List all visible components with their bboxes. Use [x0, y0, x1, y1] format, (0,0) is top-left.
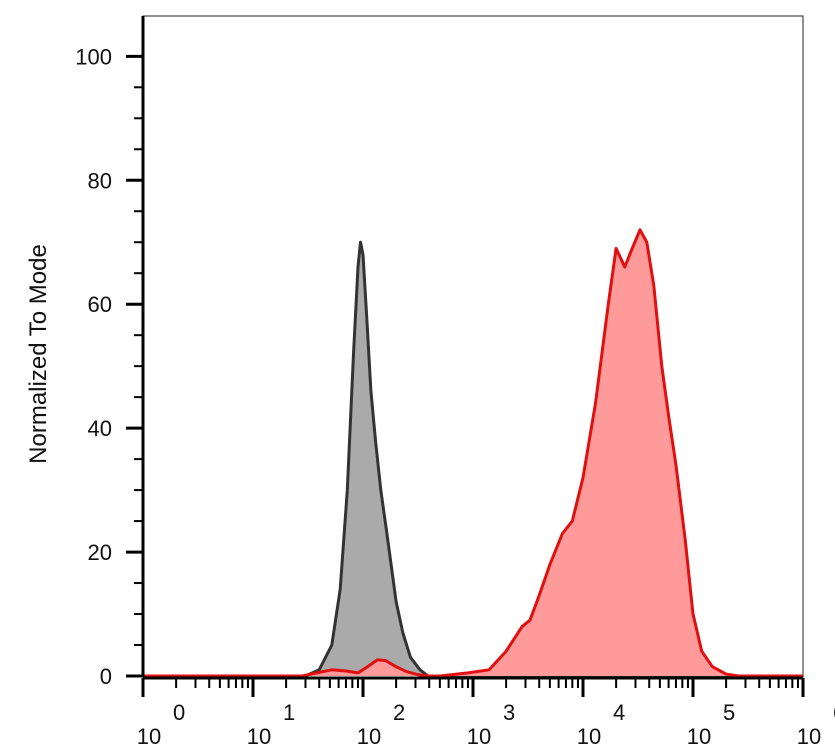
- x-tick-base: 10: [247, 724, 271, 749]
- x-tick-base: 10: [797, 724, 821, 749]
- y-tick-label: 0: [100, 664, 112, 689]
- y-tick-label: 40: [88, 416, 112, 441]
- x-tick-exponent: 5: [723, 700, 735, 725]
- x-tick-base: 10: [577, 724, 601, 749]
- plot-frame: [142, 15, 804, 678]
- x-tick-base: 10: [467, 724, 491, 749]
- series-fill-1: [143, 229, 803, 677]
- y-tick-label: 20: [88, 540, 112, 565]
- x-tick-base: 10: [357, 724, 381, 749]
- x-tick-exponent: 3: [503, 700, 515, 725]
- y-axis-title: Normalized To Mode: [25, 244, 52, 464]
- series-line-1: [143, 228, 803, 678]
- x-tick-exponent: 4: [613, 700, 625, 725]
- x-tick-exponent: 6: [833, 700, 835, 725]
- series-layer: [143, 228, 803, 678]
- x-axis: 10 0 10 1 10 2 10 3 10 4 10 5 10 6: [137, 676, 835, 749]
- x-tick-exponent: 2: [393, 700, 405, 725]
- series-fill-0: [143, 242, 803, 676]
- x-tick-base: 10: [137, 724, 161, 749]
- x-tick-base: 10: [687, 724, 711, 749]
- series-line-0: [143, 240, 803, 678]
- y-tick-label: 80: [88, 168, 112, 193]
- y-tick-label: 60: [88, 292, 112, 317]
- x-tick-exponent: 0: [173, 700, 185, 725]
- x-tick-exponent: 1: [283, 700, 295, 725]
- y-axis: 0 20 40 60 80 100: [75, 16, 145, 689]
- y-tick-label: 100: [75, 44, 112, 69]
